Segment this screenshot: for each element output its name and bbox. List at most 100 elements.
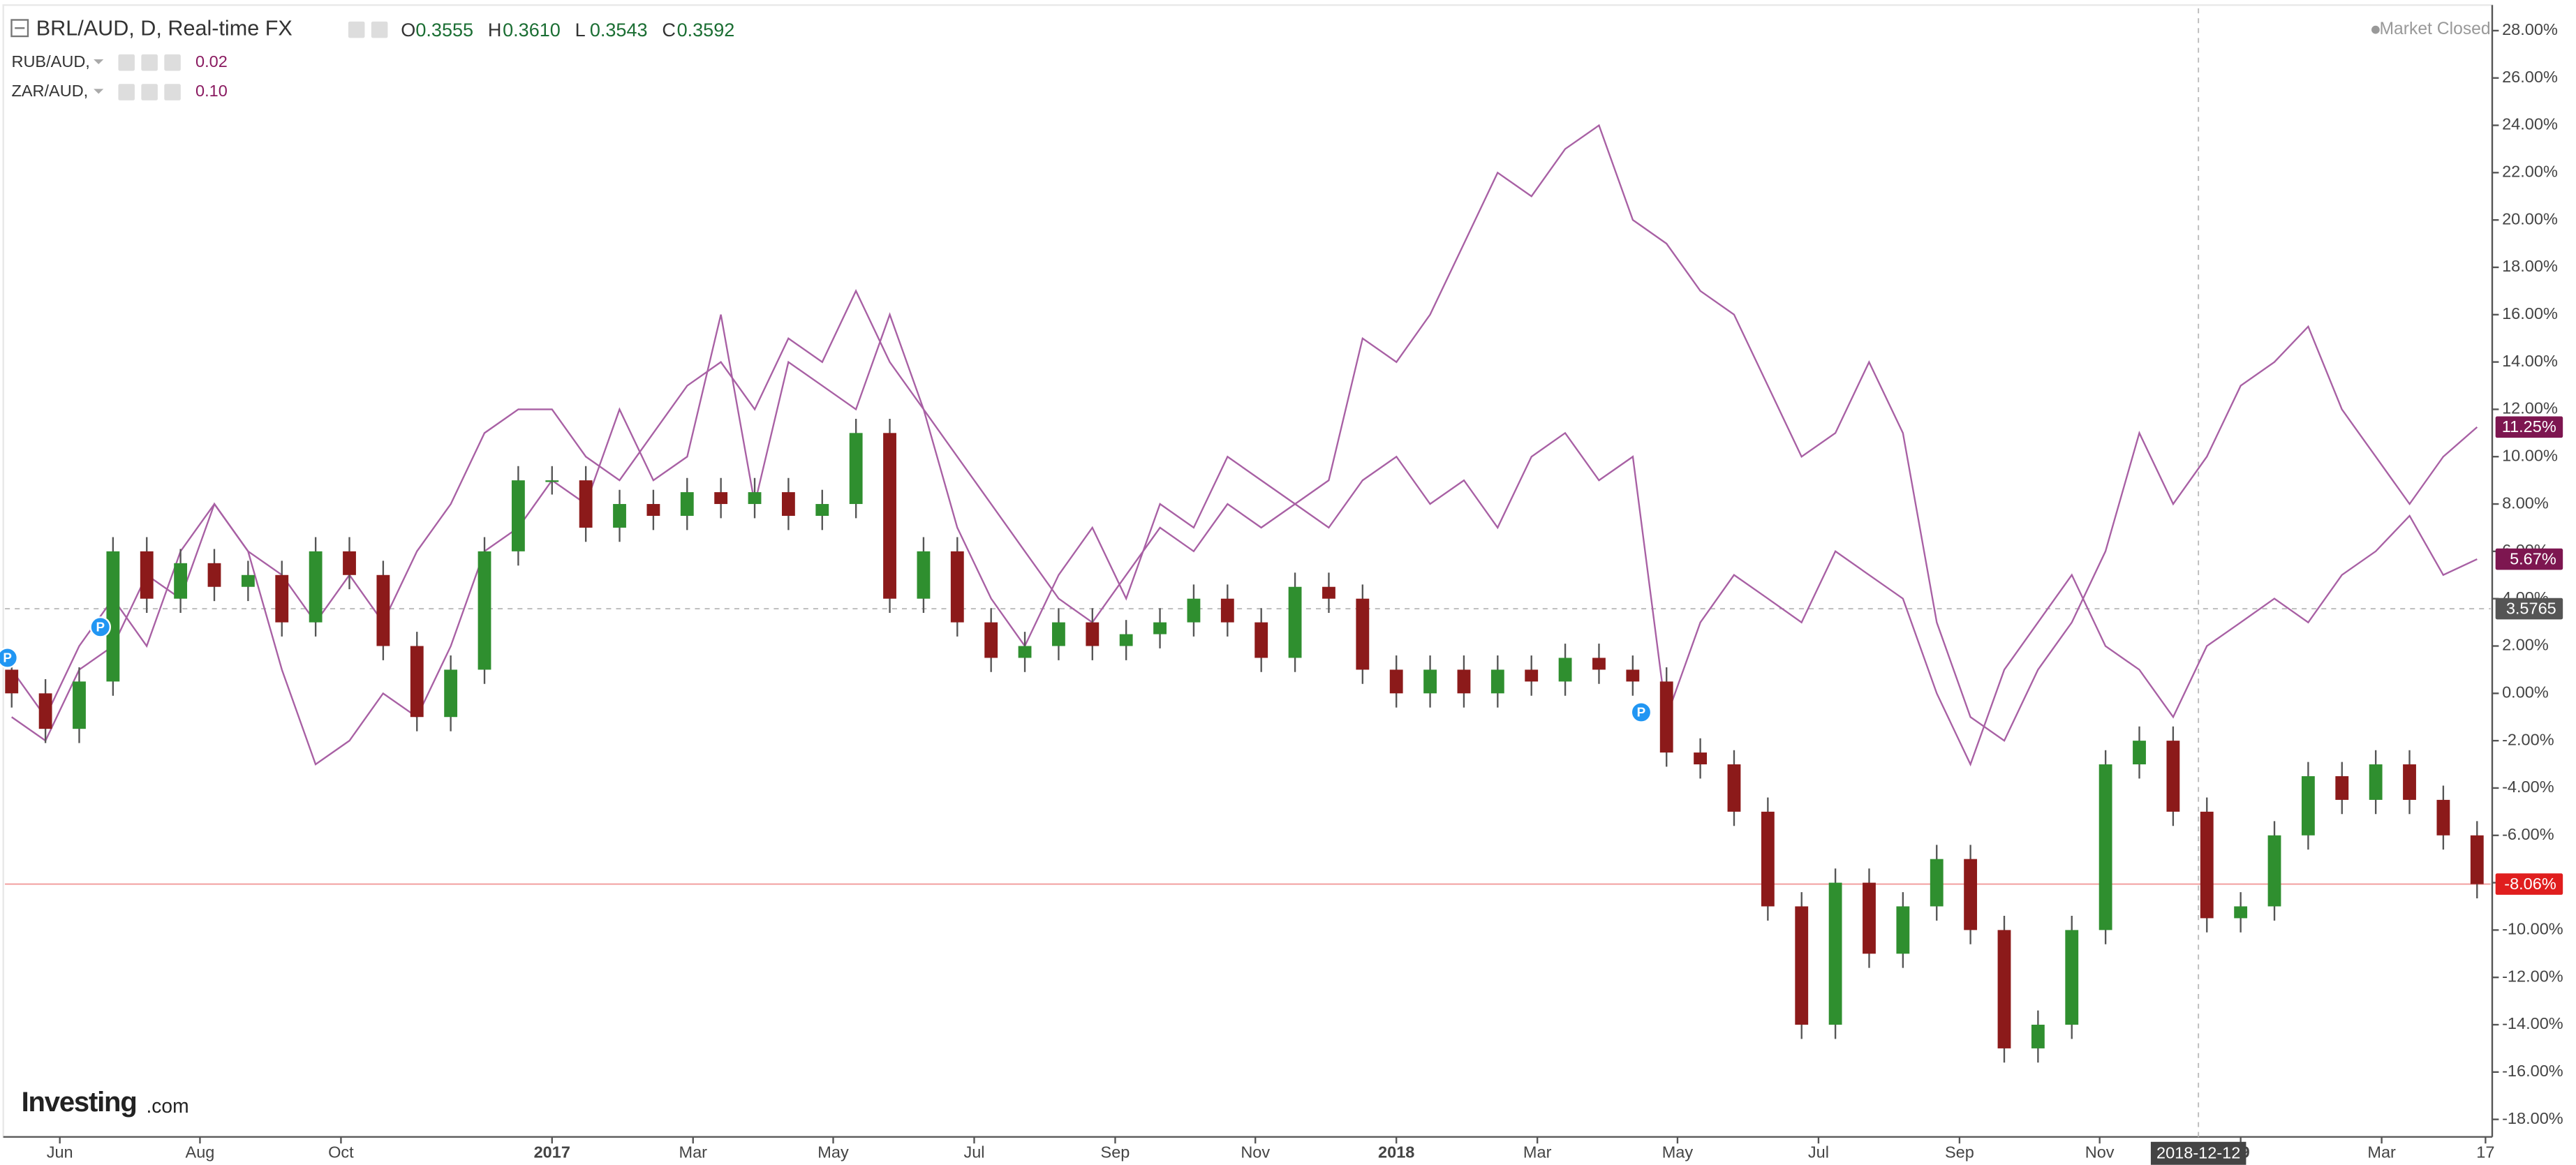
candle-body (106, 551, 120, 682)
candle-body (1490, 669, 1504, 694)
candle-body (2065, 930, 2079, 1025)
legend-button (164, 84, 181, 101)
candle-body (207, 563, 221, 587)
candle-body (410, 646, 424, 718)
x-tick-label: Mar (679, 1143, 707, 1161)
candle-body (2234, 906, 2248, 919)
x-tick-label: May (817, 1143, 849, 1161)
candle-body (1153, 622, 1167, 635)
event-label: P (96, 620, 105, 635)
market-status: Market Closed (2379, 20, 2490, 38)
candle-body (2200, 811, 2214, 919)
x-tick-label: Jul (1808, 1143, 1829, 1161)
candle-body (646, 504, 660, 517)
candle-body (1795, 906, 1809, 1025)
candle-body (1863, 882, 1876, 954)
status-dot (2371, 25, 2380, 34)
event-marker[interactable] (89, 616, 112, 638)
candle-body (1423, 669, 1437, 694)
ohlc-value: 0.3592 (677, 20, 735, 40)
legend-button (164, 54, 181, 71)
candle-body (1052, 622, 1065, 646)
candle-body (1592, 658, 1606, 670)
candle-body (73, 681, 86, 729)
x-tick-label: May (1662, 1143, 1694, 1161)
y-tick-label: 0.00% (2502, 683, 2549, 702)
event-label: P (1637, 705, 1646, 720)
ohlc-value: 0.3543 (590, 20, 648, 40)
legend-name: ZAR/AUD, (11, 82, 88, 100)
candle-body (1254, 622, 1268, 658)
event-label: P (3, 651, 12, 665)
event-marker[interactable] (1630, 702, 1652, 723)
candle-body (849, 433, 863, 505)
candle-body (478, 551, 491, 670)
candle-body (140, 551, 154, 599)
x-tick-label: Oct (328, 1143, 354, 1161)
crosshair-y-label: 3.5765 (2506, 599, 2556, 617)
candle-body (1930, 859, 1944, 907)
ohlc-value: 0.3610 (503, 20, 561, 40)
comparison-last-label: 5.67% (2510, 549, 2556, 567)
candle-body (343, 551, 356, 575)
event-marker[interactable] (0, 647, 18, 669)
x-tick-label: Nov (2085, 1143, 2115, 1161)
candle-body (174, 563, 188, 599)
y-tick-label: -14.00% (2502, 1014, 2563, 1032)
candle-body (1896, 906, 1910, 954)
x-tick-label: 17 (2476, 1143, 2494, 1161)
candle-body (1558, 658, 1572, 682)
y-tick-label: 18.00% (2502, 257, 2558, 275)
candle-body (511, 480, 525, 551)
x-tick-label: Aug (186, 1143, 215, 1161)
x-tick-label: Jun (47, 1143, 73, 1161)
candle-body (376, 574, 390, 646)
legend-button (118, 84, 135, 101)
y-tick-label: 14.00% (2502, 352, 2558, 370)
candle-body (1119, 634, 1133, 646)
candle-body (917, 551, 931, 599)
collapse-icon[interactable] (10, 19, 29, 38)
candle-body (1964, 859, 1978, 930)
x-tick-label: Nov (1241, 1143, 1270, 1161)
chart-title: BRL/AUD, D, Real-time FX (36, 17, 293, 40)
crosshair-x-box (2150, 1141, 2246, 1165)
legend-name: RUB/AUD, (11, 52, 89, 71)
candle-body (1694, 752, 1708, 765)
y-tick-label: 2.00% (2502, 636, 2549, 654)
candle-body (241, 574, 255, 587)
candle-body (1288, 586, 1302, 658)
candle-body (1389, 669, 1403, 694)
candle-body (1322, 586, 1335, 599)
candle-body (444, 669, 458, 718)
y-tick-label: -18.00% (2502, 1109, 2563, 1127)
y-tick-label: 22.00% (2502, 163, 2558, 181)
comparison-line (10, 124, 2478, 742)
y-tick-label: -12.00% (2502, 967, 2563, 985)
legend-caret (94, 89, 104, 94)
candle-body (1828, 882, 1842, 1025)
candle-body (1086, 622, 1100, 646)
legend-button (141, 84, 158, 101)
ohlc-key: L (575, 20, 586, 40)
candle-body (1997, 930, 2011, 1048)
legend-value: 0.10 (195, 82, 228, 100)
y-tick-label: -16.00% (2502, 1062, 2563, 1080)
candle-body (1220, 598, 1234, 623)
x-tick-label: Mar (1523, 1143, 1552, 1161)
legend-value: 0.02 (195, 52, 228, 71)
candle-body (2031, 1025, 2045, 1048)
candle-body (2470, 835, 2484, 884)
candle-body (275, 574, 289, 623)
comparison-last-label-box (2495, 416, 2563, 438)
candle-body (2335, 776, 2349, 800)
candle-body (38, 693, 52, 729)
candle-body (1626, 669, 1640, 682)
y-tick-label: -10.00% (2502, 920, 2563, 938)
y-tick-label: 10.00% (2502, 446, 2558, 464)
candle-body (680, 492, 694, 517)
y-tick-label: 20.00% (2502, 209, 2558, 228)
y-tick-label: 26.00% (2502, 68, 2558, 86)
logo-suffix: .com (146, 1094, 188, 1117)
